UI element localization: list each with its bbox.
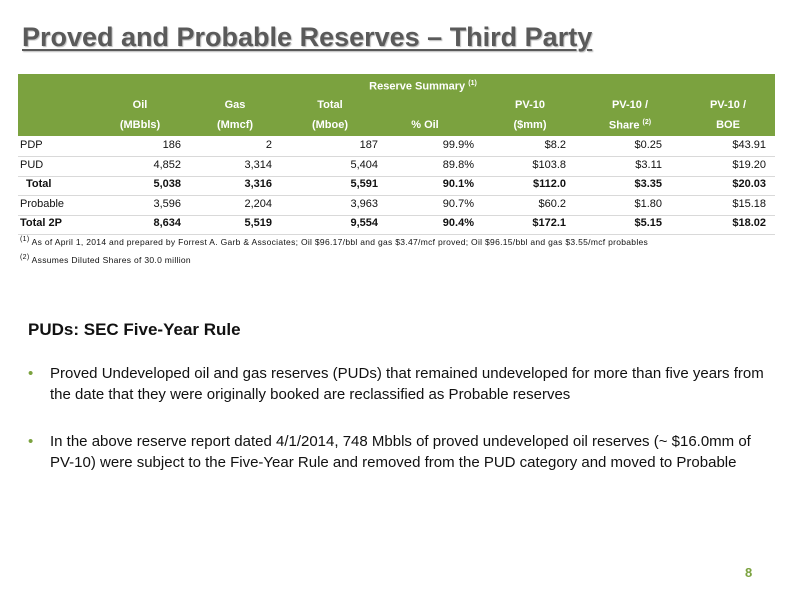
column-header: Oil (132, 99, 148, 111)
slide-title: Proved and Probable Reserves – Third Par… (22, 22, 593, 52)
table-cell: 5,038 (153, 178, 181, 190)
footnote: (2) Assumes Diluted Shares of 30.0 milli… (20, 254, 191, 265)
section-heading: PUDs: SEC Five-Year Rule (28, 320, 241, 339)
table-cell: $1.80 (634, 197, 662, 210)
row-label: Probable (20, 197, 65, 210)
bullet: • Proved Undeveloped oil and gas reserves… (28, 363, 768, 433)
column-unit: (Mboe) (311, 119, 349, 131)
table-cell: $112.0 (532, 178, 566, 190)
table-cell: $3.11 (635, 158, 662, 171)
row-divider (18, 175, 775, 177)
row-divider (18, 214, 775, 216)
bullet: • In the above reserve report dated 4/1/2… (28, 431, 768, 501)
column-header: (MBbls) (95, 119, 185, 131)
column-header: PV-10 (515, 99, 545, 111)
table-cell: 2 (265, 139, 272, 151)
row-divider (18, 195, 775, 196)
table-cell: 90.4% (442, 217, 474, 229)
table-cell: $172.1 (532, 217, 566, 229)
table-cell: 5,404 (350, 158, 378, 171)
table-cell: $19.20 (732, 158, 766, 171)
column-unit: BOE (716, 119, 740, 131)
footnote-mark: (2) (20, 254, 30, 261)
caption-note: (1) (468, 80, 477, 87)
row-divider (18, 156, 775, 157)
table-cell: 5,591 (350, 178, 378, 190)
footnote: (1) As of April 1, 2014 and prepared by … (20, 236, 648, 247)
table-cell: $3.35 (634, 178, 662, 190)
bullet-text: In the above reserve report dated 4/1/20… (50, 433, 751, 471)
column-header: (Mboe) (285, 119, 375, 131)
table-cell: $20.03 (732, 178, 766, 190)
column-note: (2) (642, 119, 652, 126)
table-cell: 3,963 (350, 197, 378, 210)
table-cell: $103.8 (532, 158, 566, 171)
column-header: (Mmcf) (190, 119, 280, 131)
table-cell: 5,519 (244, 217, 272, 229)
footnote-mark: (1) (20, 236, 30, 243)
table-cell: $60.2 (538, 197, 566, 210)
footnote-text: Assumes Diluted Shares of 30.0 million (31, 254, 191, 265)
caption-text: Reserve Summary (369, 80, 466, 93)
column-unit: (Mmcf) (216, 119, 254, 131)
column-header: PV-10 / (709, 99, 747, 111)
table-caption: Reserve Summary (1) (348, 80, 498, 93)
row-label: PDP (20, 139, 43, 151)
column-unit: % Oil (411, 119, 439, 131)
column-header: ($mm) (485, 119, 575, 131)
table-cell: 8,634 (153, 217, 181, 229)
table-cell: 3,596 (153, 197, 181, 210)
table-cell: 186 (162, 139, 181, 151)
table-cell: $8.2 (544, 139, 566, 151)
column-header: % Oil (380, 119, 470, 131)
column-header: Share (2) (585, 119, 675, 132)
table-cell: 9,554 (350, 217, 378, 229)
row-label: Total (26, 178, 52, 190)
bullet-text: Proved Undeveloped oil and gas reserves … (50, 365, 764, 403)
table-cell: $15.18 (732, 197, 766, 210)
bullet-dot: • (28, 433, 34, 450)
column-unit: Share (608, 119, 640, 132)
table-cell: 187 (359, 139, 378, 151)
page-number: 8 (745, 565, 753, 580)
row-divider (18, 234, 775, 235)
column-header: BOE (683, 119, 773, 131)
table-cell: 90.1% (442, 178, 474, 190)
table-cell: 4,852 (153, 158, 181, 171)
row-label: PUD (20, 158, 44, 171)
table-cell: 3,316 (244, 178, 272, 190)
table-header: Reserve Summary (1) Oil (MBbls) Gas (Mmcf) To… (18, 74, 775, 136)
column-header: Total (317, 99, 343, 111)
row-label: Total 2P (20, 217, 62, 229)
table-cell: 90.7% (442, 197, 474, 210)
table-cell: 2,204 (244, 197, 272, 210)
footnote-text: As of April 1, 2014 and prepared by Forr… (31, 236, 649, 247)
column-unit: (MBbls) (119, 119, 161, 131)
table-cell: $43.91 (732, 139, 766, 151)
table-cell: 89.8% (442, 158, 474, 171)
bullet-dot: • (28, 365, 34, 382)
table-cell: $5.15 (634, 217, 662, 229)
table-cell: $0.25 (634, 139, 662, 151)
reserve-table: Reserve Summary (1) Oil (MBbls) Gas (Mmcf) To… (18, 74, 775, 286)
table-cell: 3,314 (244, 158, 272, 171)
column-header: PV-10 / (611, 99, 649, 111)
column-header: Gas (224, 99, 246, 111)
table-cell: 99.9% (442, 139, 474, 151)
column-unit: ($mm) (513, 119, 547, 131)
table-cell: $18.02 (732, 217, 766, 229)
